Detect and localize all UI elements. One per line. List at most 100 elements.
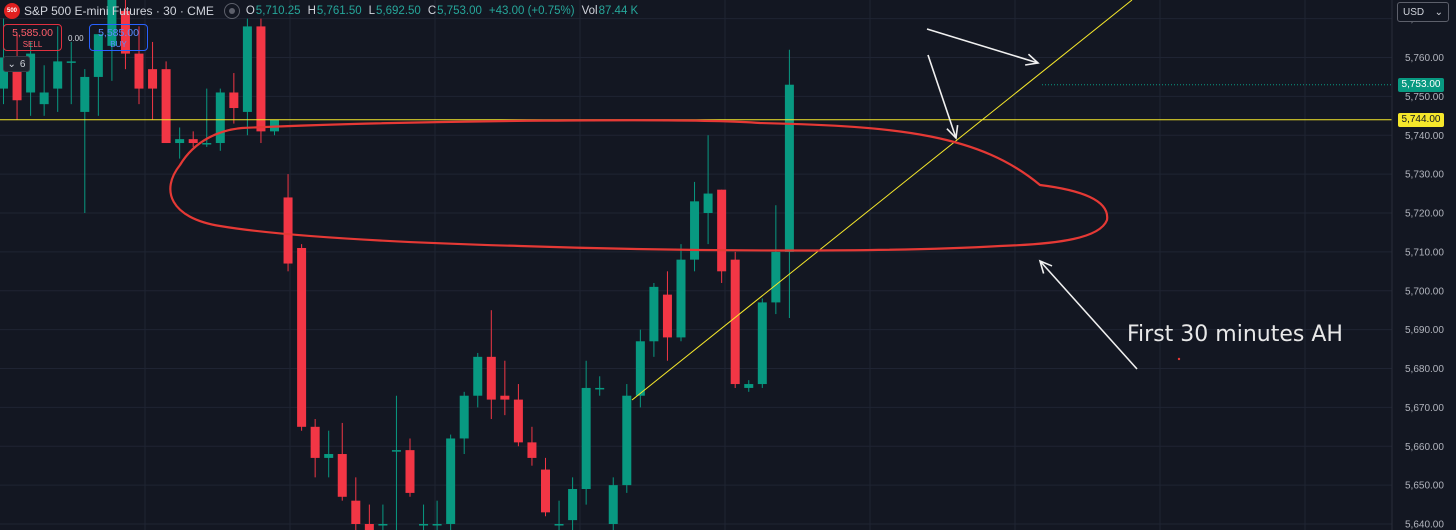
candle-body — [676, 259, 686, 338]
buy-label: BUY — [110, 40, 127, 49]
candle-body — [473, 356, 483, 396]
candle-body — [717, 189, 727, 272]
buy-price: 5,585.00 — [98, 27, 139, 39]
arrow-to-touch-head — [946, 125, 959, 140]
candle-body — [351, 500, 361, 524]
candle-body — [744, 384, 754, 388]
buy-button[interactable]: 5,585.00 BUY — [89, 24, 148, 51]
candle-body — [419, 524, 429, 526]
candle-body — [405, 450, 415, 493]
arrow-to-high-head — [1025, 53, 1040, 66]
candle-body — [324, 454, 334, 458]
arrow-to-open-head — [1038, 259, 1053, 274]
spread-value: 0.00 — [68, 34, 84, 43]
candle-body — [337, 454, 347, 497]
arrow-to-touch — [927, 54, 957, 139]
candles-layer — [0, 0, 794, 530]
candle-body — [581, 387, 591, 490]
close-value: 5,753.00 — [437, 5, 482, 17]
candle-body — [635, 341, 645, 396]
chevron-down-icon: ⌄ — [7, 58, 16, 70]
candle-body — [0, 57, 8, 89]
es-logo-icon[interactable]: 500 — [4, 3, 20, 19]
candle-body — [446, 438, 456, 524]
high-key: H — [307, 5, 316, 17]
candle-body — [161, 69, 171, 144]
volume-value: 87.44 K — [598, 5, 639, 17]
candle-body — [256, 26, 266, 132]
candle-body — [500, 395, 510, 400]
sell-button[interactable]: 5,585.00 SELL — [3, 24, 62, 51]
candle-body — [513, 399, 523, 443]
y-tick-label: 5,660.00 — [1405, 442, 1444, 453]
low-key: L — [368, 5, 376, 17]
candle-body — [784, 84, 794, 252]
y-tick-label: 5,740.00 — [1405, 131, 1444, 142]
y-tick-label: 5,710.00 — [1405, 247, 1444, 258]
candle-body — [649, 286, 659, 342]
candle-body — [26, 53, 36, 93]
candle-body — [757, 302, 767, 385]
currency-value: USD — [1403, 6, 1425, 18]
candle-body — [148, 69, 158, 89]
candle-body — [215, 92, 225, 144]
candle-body — [595, 387, 605, 390]
last-price-tag: 5,753.00 — [1398, 77, 1444, 92]
candle-body — [378, 524, 388, 526]
candle-body — [527, 442, 537, 458]
candle-body — [703, 193, 713, 213]
arrow-to-open — [1039, 260, 1138, 370]
chevron-down-icon: ⌄ — [1434, 6, 1443, 18]
quantity-stepper[interactable]: ⌄ 6 — [3, 56, 30, 72]
high-value: 5,761.50 — [316, 5, 362, 17]
sell-price: 5,585.00 — [12, 27, 53, 39]
candle-body — [459, 395, 469, 439]
candle-body — [229, 92, 239, 109]
candle-body — [93, 34, 103, 77]
candle-body — [80, 76, 90, 112]
candle-body — [364, 524, 374, 530]
candle-body — [53, 61, 63, 89]
drawing-overlays — [0, 0, 1392, 401]
candle-body — [432, 524, 442, 526]
chart-grid — [0, 0, 1392, 530]
candle-body — [730, 259, 740, 385]
candle-body — [690, 201, 700, 260]
trend-line — [631, 0, 1133, 401]
candle-body — [202, 143, 212, 145]
y-tick-label: 5,750.00 — [1405, 92, 1444, 103]
candle-body — [310, 426, 320, 458]
volume-key: Vol — [581, 5, 598, 17]
y-tick-label: 5,720.00 — [1405, 209, 1444, 220]
ellipse-marker — [169, 119, 1109, 252]
candle-body — [175, 139, 185, 144]
candle-body — [12, 57, 22, 101]
eye-icon[interactable] — [223, 3, 240, 19]
candle-body — [107, 0, 117, 46]
symbol-title[interactable]: S&P 500 E-mini Futures · 30 · CME — [24, 4, 214, 18]
low-value: 5,692.50 — [376, 5, 421, 17]
annotation-text[interactable]: First 30 minutes AH — [1127, 322, 1343, 347]
candle-body — [66, 61, 76, 63]
candle-body — [188, 139, 198, 144]
candle-body — [120, 10, 130, 54]
candle-body — [771, 251, 781, 303]
candle-body — [270, 119, 279, 132]
y-tick-label: 5,700.00 — [1405, 286, 1444, 297]
y-tick-label: 5,650.00 — [1405, 481, 1444, 492]
candle-body — [134, 53, 144, 89]
open-value: 5,710.25 — [255, 5, 301, 17]
y-tick-label: 5,680.00 — [1405, 364, 1444, 375]
candle-body — [242, 26, 252, 112]
sell-label: SELL — [22, 40, 43, 49]
level-price-tag: 5,744.00 — [1398, 112, 1444, 127]
close-key: C — [427, 5, 437, 17]
y-tick-label: 5,640.00 — [1405, 520, 1444, 530]
open-key: O — [245, 5, 255, 17]
y-tick-label: 5,670.00 — [1405, 403, 1444, 414]
y-tick-label: 5,760.00 — [1405, 53, 1444, 64]
currency-select[interactable]: USD ⌄ — [1397, 2, 1449, 22]
y-tick-label: 5,690.00 — [1405, 325, 1444, 336]
